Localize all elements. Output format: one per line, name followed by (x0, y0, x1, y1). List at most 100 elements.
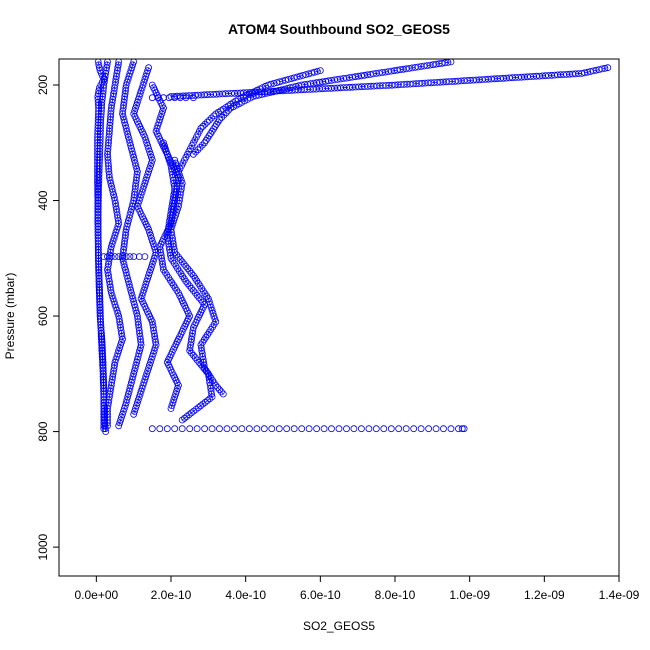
data-point (199, 298, 207, 306)
data-point (350, 425, 358, 433)
data-point (447, 425, 455, 433)
data-point (104, 422, 111, 430)
data-point (260, 425, 268, 433)
data-point (231, 425, 238, 433)
data-point (192, 148, 200, 156)
data-point (178, 425, 186, 433)
data-point (219, 390, 227, 398)
data-point (197, 296, 205, 304)
y-axis: 200 400 600 800 1000 (36, 75, 60, 560)
data-point (188, 269, 195, 277)
data-point (211, 315, 219, 323)
x-tick-label: 1.0e-09 (449, 588, 490, 602)
data-point (193, 425, 201, 433)
data-point (238, 425, 246, 433)
data-point (194, 146, 202, 154)
data-point (170, 93, 178, 100)
x-axis-label: SO2_GEOS5 (303, 619, 375, 633)
series-11 (148, 425, 468, 433)
data-point (402, 425, 410, 433)
data-point (189, 351, 197, 359)
x-tick-label: 6.0e-10 (300, 588, 341, 602)
data-point (130, 410, 138, 418)
data-point (180, 260, 188, 268)
data-point (343, 425, 350, 433)
series-2 (104, 59, 126, 430)
data-point (290, 425, 298, 433)
data-point (182, 262, 190, 270)
data-point (417, 425, 425, 433)
data-point (184, 280, 192, 288)
data-point (122, 253, 130, 261)
data-point (201, 139, 209, 147)
series-line (193, 61, 452, 155)
data-point (410, 425, 418, 433)
data-point (193, 291, 201, 299)
data-point (175, 168, 182, 176)
data-point (372, 425, 380, 433)
data-point (227, 104, 235, 112)
data-point (201, 425, 209, 433)
data-point (189, 94, 197, 102)
data-point (245, 425, 253, 433)
data-point (217, 388, 225, 396)
series-8 (167, 64, 612, 100)
y-tick-label: 400 (36, 190, 50, 210)
data-point (178, 416, 186, 424)
series-1 (94, 59, 111, 436)
data-point (126, 253, 134, 261)
data-point (111, 253, 119, 261)
data-point (387, 425, 395, 433)
data-point (212, 110, 220, 118)
data-point (440, 425, 447, 433)
data-point (173, 251, 181, 259)
data-point (313, 425, 321, 433)
y-tick-label: 600 (36, 306, 50, 326)
data-point (116, 419, 124, 427)
data-point (184, 265, 192, 273)
data-point (100, 253, 108, 261)
data-point (206, 395, 214, 403)
data-point (191, 354, 199, 362)
data-point (198, 141, 206, 149)
x-axis: 0.0e+00 2.0e-10 4.0e-10 6.0e-10 8.0e-10 1.0e-… (74, 575, 640, 602)
data-point (305, 425, 313, 433)
y-tick-label: 1000 (36, 533, 50, 560)
data-point (186, 425, 194, 433)
data-point (104, 253, 111, 261)
data-point (190, 407, 198, 415)
data-point (199, 363, 207, 371)
data-point (357, 425, 365, 433)
data-point (182, 94, 190, 102)
data-point (141, 253, 149, 261)
data-point (223, 425, 231, 433)
data-point (131, 107, 139, 115)
data-point (298, 425, 306, 433)
data-point (203, 118, 211, 126)
data-point (182, 277, 190, 285)
data-point (214, 384, 222, 391)
data-point (156, 425, 164, 433)
data-point (205, 116, 213, 124)
data-point (119, 253, 126, 261)
data-point (216, 386, 223, 394)
series-10 (175, 67, 324, 176)
y-tick-label: 800 (36, 421, 50, 441)
data-point (204, 397, 211, 404)
data-point (131, 407, 139, 415)
data-point (208, 114, 215, 122)
data-point (167, 93, 175, 100)
data-point (167, 405, 175, 412)
data-point (187, 409, 195, 417)
data-point (165, 94, 173, 102)
data-point (195, 294, 203, 302)
data-point (176, 255, 184, 263)
x-tick-label: 0.0e+00 (74, 588, 118, 602)
data-point (210, 112, 218, 120)
data-point (135, 253, 143, 261)
data-point (275, 425, 283, 433)
data-point (425, 425, 433, 433)
chart-title: ATOM4 Southbound SO2_GEOS5 (228, 21, 450, 37)
data-point (194, 404, 202, 412)
